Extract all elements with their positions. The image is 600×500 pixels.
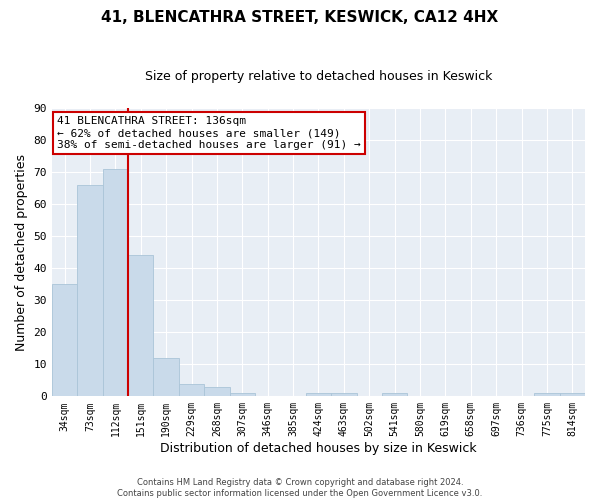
Bar [331,393,356,396]
Bar [306,393,331,396]
Text: 41 BLENCATHRA STREET: 136sqm
← 62% of detached houses are smaller (149)
38% of s: 41 BLENCATHRA STREET: 136sqm ← 62% of de… [57,116,361,150]
Title: Size of property relative to detached houses in Keswick: Size of property relative to detached ho… [145,70,492,83]
Bar [382,393,407,396]
X-axis label: Distribution of detached houses by size in Keswick: Distribution of detached houses by size … [160,442,477,455]
Bar [230,393,255,396]
Bar [128,256,154,396]
Bar [560,393,585,396]
Bar [154,358,179,397]
Bar [103,168,128,396]
Bar [52,284,77,397]
Bar [77,184,103,396]
Text: Contains HM Land Registry data © Crown copyright and database right 2024.
Contai: Contains HM Land Registry data © Crown c… [118,478,482,498]
Y-axis label: Number of detached properties: Number of detached properties [15,154,28,350]
Bar [179,384,204,396]
Bar [534,393,560,396]
Text: 41, BLENCATHRA STREET, KESWICK, CA12 4HX: 41, BLENCATHRA STREET, KESWICK, CA12 4HX [101,10,499,25]
Bar [204,386,230,396]
